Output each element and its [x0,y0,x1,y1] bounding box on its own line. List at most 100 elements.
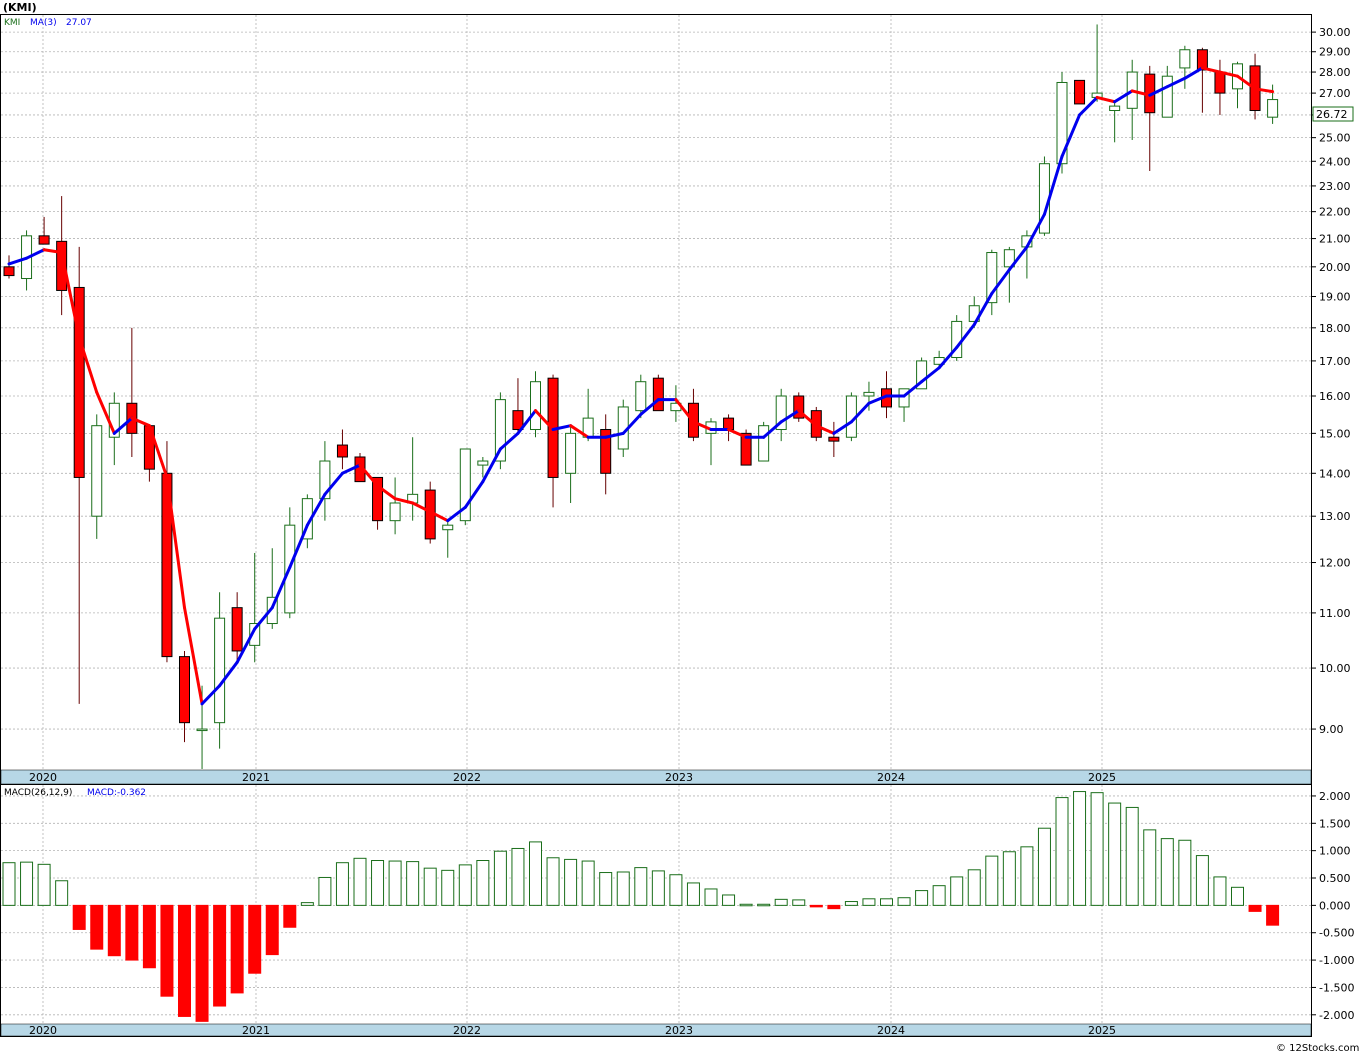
ma-line-segment [463,480,485,509]
macd-y-tick-label: 2.000 [1319,790,1351,803]
ma-line-segment [1007,245,1029,272]
macd-bar [757,903,771,907]
ma-line-segment [814,424,836,435]
macd-bar [1073,791,1087,906]
macd-bar [985,855,999,906]
ma-line-segment [323,471,344,496]
ma-line-segment [305,492,327,527]
ma-line-segment [674,398,695,424]
macd-bar [55,880,69,906]
macd-bar [634,867,648,906]
macd-x-tick-label: 2022 [453,1024,481,1037]
candle-body [442,524,454,531]
candle-body [56,240,68,291]
macd-bar [616,871,630,906]
macd-bar [265,904,279,956]
macd-bar [739,903,753,907]
macd-bar [792,899,806,906]
ma-line-segment [270,565,292,610]
candle-body [1214,71,1226,94]
ma-line-segment [621,412,643,435]
price-x-axis-strip [0,769,1312,785]
ma-line-segment [340,463,362,475]
ma-line-segment [551,424,573,432]
price-y-tick-label: 9.00 [1319,723,1344,736]
macd-bar [160,904,174,997]
macd-bar [406,861,420,906]
macd-bar [915,890,929,906]
candle-body [652,377,664,412]
macd-bar [1002,851,1016,906]
macd-bar [213,904,227,1007]
candle-body [214,617,226,724]
price-y-tick-label: 14.00 [1319,467,1351,480]
macd-bar [1195,855,1209,906]
macd-bar [827,904,841,910]
candle-body [494,399,506,462]
legend-ma-value: 27.07 [66,18,92,28]
macd-bar [932,885,946,906]
candle-body [863,391,875,397]
macd-bar [2,862,16,906]
macd-bar [669,874,683,906]
candle-body [91,425,103,517]
price-y-tick-label: 16.00 [1319,390,1351,403]
ma-line-segment [516,409,537,435]
ma-line-segment [797,409,818,428]
price-x-tick-label: 2023 [665,771,693,784]
ma-line-segment [25,248,46,260]
candle-body [319,460,331,500]
macd-bar [388,860,402,906]
candle-body [723,417,735,431]
macd-bar [967,869,981,906]
ma-line-segment [147,424,169,479]
macd-bar [511,847,525,906]
macd-bar [125,904,139,961]
ma-line-segment [165,475,186,610]
candle-body [740,432,752,466]
price-y-tick-label: 24.00 [1319,155,1351,168]
last-price-box [1312,106,1354,122]
macd-bar [72,904,86,930]
macd-y-tick-label: -2.000 [1319,1009,1354,1022]
ma-line-segment [393,497,415,505]
price-y-tick-label: 20.00 [1319,261,1351,274]
macd-x-tick-label: 2024 [877,1024,905,1037]
price-y-tick-label: 27.00 [1319,87,1351,100]
ma-line-segment [411,501,432,514]
macd-y-tick-label: -1.000 [1319,954,1354,967]
ma-line-segment [569,424,590,439]
ma-line-segment [937,345,959,370]
ma-line-segment [130,416,151,428]
candle-body [266,596,278,625]
price-y-tick-label: 22.00 [1319,206,1351,219]
ma-line-segment [1183,66,1204,80]
ma-line-segment [1165,76,1187,89]
macd-bar [493,850,507,906]
price-x-tick-label: 2022 [453,771,481,784]
candle-body [1003,249,1015,268]
ma-line-segment [1113,89,1134,104]
ma-line-segment [779,409,801,424]
ma-line-segment [1060,113,1082,158]
macd-bar [1248,904,1262,912]
ma-line-segment [358,463,380,488]
macd-bar [564,858,578,906]
price-y-tick-label: 30.00 [1319,26,1351,39]
candle-body [758,425,770,462]
candle-body [635,381,647,412]
candle-body [828,436,840,442]
candle-body [530,381,541,431]
ma-line-segment [481,447,502,484]
macd-bar [335,862,349,906]
candle-body [3,266,15,277]
macd-bar [353,857,367,906]
macd-bar [1037,827,1051,906]
macd-bar [371,860,385,906]
macd-y-tick-label: -1.500 [1319,981,1354,994]
ma-line-segment [762,420,783,439]
ma-line-segment [77,336,99,394]
macd-bar [1020,846,1034,906]
ma-line-segment [534,409,555,432]
